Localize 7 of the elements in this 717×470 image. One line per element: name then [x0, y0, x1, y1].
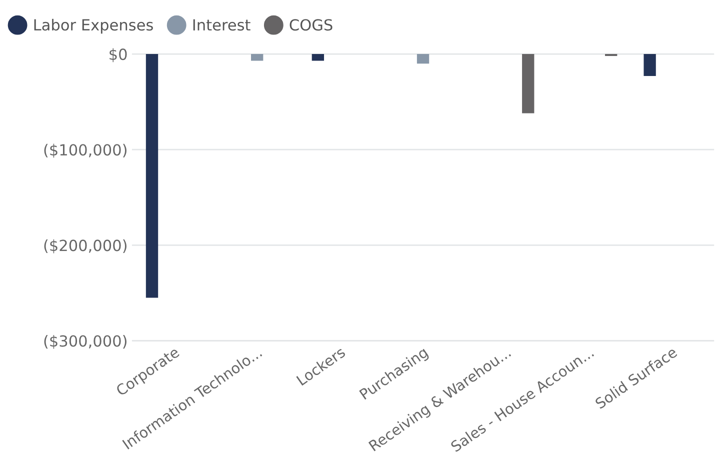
- y-tick-label: ($300,000): [44, 334, 126, 349]
- y-tick-label: ($200,000): [44, 239, 126, 254]
- legend-label: Interest: [193, 19, 250, 31]
- y-tick-label: $0: [110, 48, 127, 62]
- legend-label: Labor Expenses: [34, 18, 153, 34]
- y-tick-label: ($100,000): [44, 144, 126, 158]
- legend-label: COGS: [290, 19, 332, 31]
